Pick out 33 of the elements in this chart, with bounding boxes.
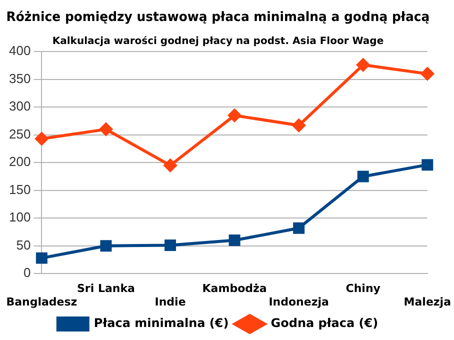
legend-label: Płaca minimalna (€) [94,316,229,330]
y-tick-label: 100 [8,210,31,225]
point [99,122,112,136]
point [228,234,240,246]
y-tick-label: 200 [8,154,31,170]
y-tick-label: 50 [16,237,31,252]
y-tick-label: 250 [8,126,31,142]
x-tick-label: Bangladesz [6,295,78,308]
y-tick-label: 350 [8,70,31,86]
point [357,170,369,182]
point [164,240,176,252]
chart-title: Różnice pomiędzy ustawową płaca minimalną a godną płacą [6,10,430,26]
point [293,222,305,234]
point [164,158,177,172]
point [422,159,434,171]
chart-subtitle: Kalkulacja warości godnej płacy na podst. Asia Floor Wage [52,35,384,48]
x-tick-label: Indonezja [268,295,329,308]
point [100,240,112,252]
point [420,67,434,80]
x-tick-label: Chiny [346,282,380,296]
y-tick-label: 0 [23,265,31,280]
legend-label: Godna płaca (€) [270,316,378,330]
x-tick-label: Kambodża [202,282,267,296]
y-tick-label: 150 [8,182,31,197]
x-tick-label: Indie [154,295,186,308]
point [292,118,306,132]
point [228,108,242,122]
y-tick-label: 300 [8,98,31,114]
point [356,58,370,72]
point [36,252,48,264]
x-tick-label: Sri Lanka [77,282,135,296]
y-tick-label: 400 [8,43,31,58]
x-tick-label: Malezja [404,295,452,308]
